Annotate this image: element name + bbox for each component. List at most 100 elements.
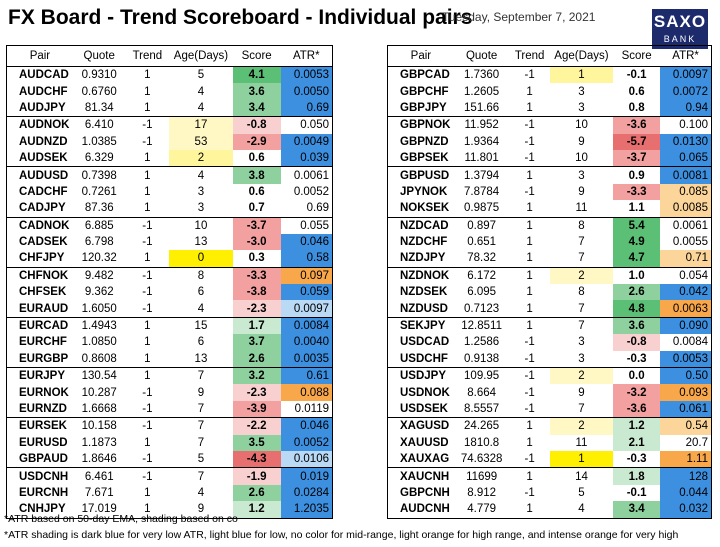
cell-atr: 0.0063: [660, 300, 713, 318]
table-row: XAUUSD 1810.8 1 11 2.1 20.7: [386, 434, 713, 451]
cell-score: -2.3: [232, 384, 281, 401]
cell-pair: EURUSD: [5, 434, 73, 451]
table-row: GBPJPY 151.66 1 3 0.8 0.94: [386, 99, 713, 117]
table-row: NOKSEK 0.9875 1 11 1.1 0.0085: [386, 200, 713, 218]
cell-age: 17: [169, 116, 233, 134]
cell-quote: 9.482: [72, 266, 126, 285]
cell-age: 4: [197, 486, 205, 499]
cell-score: 2.1: [613, 434, 661, 451]
cell-age: 6: [197, 286, 205, 299]
cell-score: 4.1: [232, 66, 281, 84]
cell-score: 0.6: [628, 85, 645, 98]
cell-quote: 0.897: [453, 216, 510, 234]
table-row: NZDNOK 6.172 1 2 1.0 0.054: [386, 266, 713, 285]
cell-atr: 0.0049: [280, 133, 333, 150]
table-row: CNHJPY 17.019 1 9 1.2 1.2035: [5, 501, 333, 519]
cell-pair: GBPSEK: [386, 149, 454, 167]
cell-pair: JPYNOK: [386, 183, 454, 201]
cell-pair: EURSEK: [5, 417, 73, 435]
cell-age: 5: [578, 486, 585, 499]
table-row: XAGUSD 24.265 1 2 1.2 0.54: [386, 417, 713, 435]
cell-pair: NZDJPY: [386, 250, 454, 268]
col-header-quote: Quote: [453, 45, 510, 67]
cell-atr: 0.085: [660, 183, 713, 201]
cell-trend: 1: [125, 166, 170, 184]
cell-trend: -1: [524, 152, 535, 165]
table-row: CHFNOK 9.482 -1 8 -3.3 0.097: [5, 266, 333, 285]
cell-age: 2: [169, 149, 233, 167]
table-row: CADNOK 6.885 -1 10 -3.7 0.055: [5, 216, 333, 234]
cell-trend: -1: [524, 403, 535, 415]
cell-score: 3.7: [232, 334, 281, 351]
cell-age: 7: [549, 316, 614, 335]
cell-atr: 0.097: [280, 266, 333, 285]
cell-trend: 1: [526, 236, 533, 249]
cell-pair: XAUXAG: [386, 450, 454, 468]
cell-trend: -1: [142, 386, 153, 399]
cell-atr: 0.088: [280, 384, 333, 401]
cell-quote: 1810.8: [464, 436, 500, 449]
table-row: AUDNOK 6.410 -1 17 -0.8 0.050: [5, 116, 333, 134]
cell-age: 5: [197, 69, 205, 82]
cell-pair: AUDNOK: [5, 116, 73, 134]
cell-quote: 8.664: [467, 386, 497, 399]
col-header-atr: ATR*: [280, 45, 333, 67]
cell-atr: 0.69: [280, 99, 333, 117]
table-row: EURGBP 0.8608 1 13 2.6 0.0035: [5, 350, 333, 368]
cell-trend: 1: [526, 436, 533, 449]
table-row: NZDUSD 0.7123 1 7 4.8 0.0063: [386, 300, 713, 318]
cell-atr: 1.2035: [280, 501, 333, 519]
table-row: XAUCNH 11699 1 14 1.8 128: [386, 467, 713, 485]
cell-atr: 0.0284: [280, 484, 333, 502]
cell-quote: 6.329: [84, 152, 114, 165]
cell-trend: 1: [509, 316, 550, 335]
cell-pair: GBPCHF: [386, 83, 454, 100]
logo-text-top: SAXO: [653, 12, 707, 31]
cell-age: 3: [578, 336, 585, 349]
cell-trend: -1: [125, 116, 170, 134]
cell-pair: CHFJPY: [5, 250, 73, 268]
cell-atr: 0.0085: [660, 200, 713, 218]
cell-trend: -1: [125, 467, 170, 485]
cell-score: -2.3: [232, 300, 281, 318]
cell-pair: NZDUSD: [386, 300, 454, 318]
table-row: NZDJPY 78.32 1 7 4.7 0.71: [386, 250, 713, 268]
table-row: USDJPY 109.95 -1 2 0.0 0.50: [386, 367, 713, 385]
cell-atr: 0.0081: [660, 166, 713, 184]
cell-age: 2: [549, 266, 614, 285]
cell-age: 13: [194, 352, 208, 365]
col-header-quote: Quote: [72, 45, 126, 67]
cell-pair: USDSEK: [386, 400, 454, 418]
col-header-pair: Pair: [5, 45, 73, 67]
col-header-score: Score: [613, 45, 661, 67]
cell-atr: 0.032: [660, 501, 713, 519]
cell-trend: 1: [526, 101, 533, 114]
cell-age: 8: [169, 266, 233, 285]
cell-age: 4: [169, 166, 233, 184]
table-row: GBPCHF 1.2605 1 3 0.6 0.0072: [386, 83, 713, 100]
cell-score: 0.3: [248, 252, 265, 265]
cell-age: 2: [549, 367, 614, 385]
cell-pair: EURJPY: [5, 367, 73, 385]
cell-trend: -1: [509, 116, 550, 134]
cell-atr: 0.71: [660, 250, 713, 268]
cell-age: 3: [197, 185, 205, 198]
cell-score: -3.9: [232, 400, 281, 418]
cell-atr: 1.11: [660, 450, 713, 468]
cell-atr: 0.090: [660, 316, 713, 335]
cell-quote: 1.0850: [81, 336, 117, 349]
cell-pair: GBPNZD: [386, 133, 454, 150]
cell-quote: 7.8784: [464, 185, 500, 198]
cell-trend: 1: [144, 69, 151, 82]
table-row: USDCAD 1.2586 -1 3 -0.8 0.0084: [386, 334, 713, 351]
table-header-row: Pair Quote Trend Age(Days) Score ATR*: [386, 45, 713, 67]
cell-trend: -1: [524, 336, 535, 349]
cell-atr: 0.093: [660, 384, 713, 401]
cell-score: -0.8: [232, 116, 281, 134]
cell-score: -3.3: [613, 183, 661, 201]
cell-pair: CADCHF: [5, 183, 73, 201]
table-row: CHFJPY 120.32 1 0 0.3 0.58: [5, 250, 333, 268]
cell-age: 4: [197, 302, 205, 315]
cell-quote: 12.8511: [453, 316, 510, 335]
cell-age: 10: [575, 152, 588, 165]
